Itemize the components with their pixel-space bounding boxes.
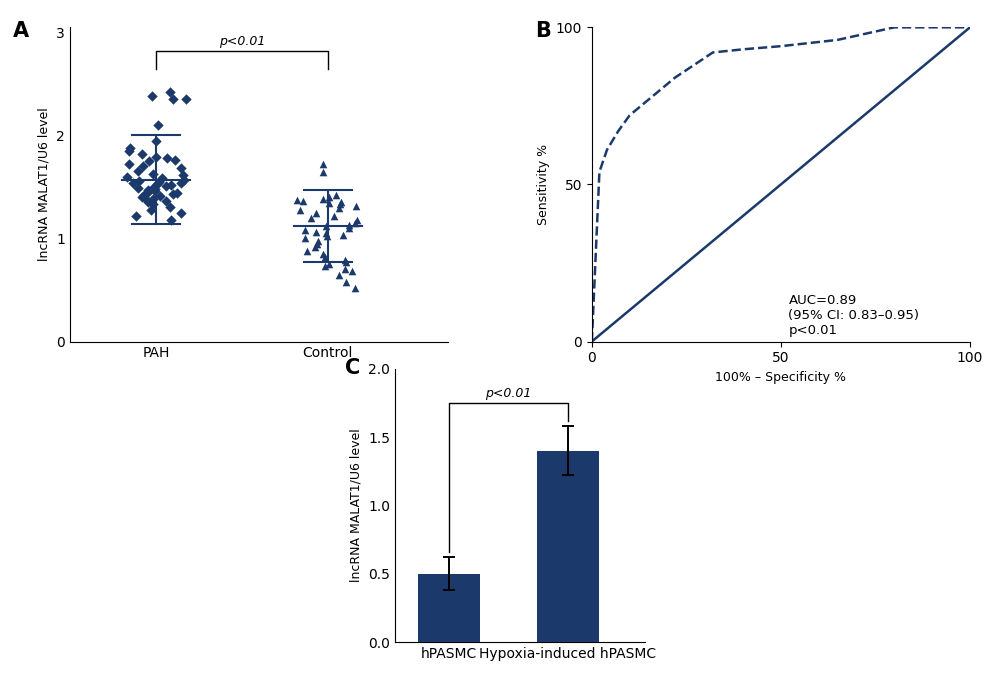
Point <box>333 197 349 208</box>
Point <box>318 221 334 232</box>
Point <box>338 257 354 268</box>
Point <box>303 212 319 223</box>
Point <box>121 159 137 170</box>
Point <box>169 188 185 199</box>
Point <box>130 165 146 176</box>
Y-axis label: Sensitivity %: Sensitivity % <box>537 144 550 225</box>
Point <box>165 94 181 105</box>
Point <box>144 91 160 102</box>
Point <box>163 214 179 225</box>
Point <box>315 159 331 170</box>
Y-axis label: lncRNA MALAT1/U6 level: lncRNA MALAT1/U6 level <box>350 428 363 583</box>
Y-axis label: lncRNA MALAT1/U6 level: lncRNA MALAT1/U6 level <box>38 107 51 262</box>
Point <box>119 171 135 182</box>
Point <box>317 261 333 272</box>
Point <box>295 196 311 207</box>
Point <box>328 190 344 201</box>
Point <box>125 178 141 189</box>
Point <box>349 214 365 225</box>
Point <box>321 198 337 209</box>
Point <box>332 199 348 210</box>
Text: AUC=0.89
(95% CI: 0.83–0.95)
p<0.01: AUC=0.89 (95% CI: 0.83–0.95) p<0.01 <box>788 294 919 337</box>
Point <box>319 231 335 242</box>
Point <box>315 194 331 205</box>
Bar <box>418 574 480 642</box>
Point <box>297 233 313 244</box>
Point <box>315 249 331 260</box>
Point <box>139 195 155 206</box>
Point <box>151 176 167 187</box>
Point <box>318 228 334 239</box>
Text: A: A <box>13 21 29 41</box>
Point <box>131 176 147 186</box>
Point <box>173 163 189 174</box>
Point <box>128 210 144 221</box>
Point <box>147 186 163 197</box>
Point <box>341 220 357 231</box>
Point <box>307 241 323 252</box>
Point <box>145 168 161 179</box>
Point <box>121 145 137 156</box>
Point <box>147 184 163 195</box>
Point <box>308 207 324 218</box>
Point <box>331 202 347 213</box>
Point <box>154 172 170 183</box>
Point <box>158 180 174 191</box>
Point <box>321 192 337 203</box>
Text: C: C <box>345 358 360 378</box>
Point <box>162 87 178 98</box>
Point <box>173 207 189 218</box>
Point <box>308 227 324 238</box>
Point <box>315 166 331 177</box>
Point <box>167 155 183 166</box>
Point <box>347 283 363 294</box>
Point <box>122 142 138 153</box>
Text: p<0.01: p<0.01 <box>219 35 265 48</box>
Point <box>310 235 326 246</box>
Point <box>162 201 178 212</box>
Point <box>173 178 189 189</box>
Point <box>149 178 165 189</box>
Point <box>140 197 156 208</box>
Point <box>326 210 342 221</box>
Point <box>297 225 313 236</box>
Point <box>335 230 351 241</box>
Point <box>299 245 315 256</box>
Point <box>317 251 333 262</box>
Point <box>337 264 353 275</box>
Point <box>145 194 161 205</box>
Point <box>140 184 156 195</box>
Point <box>337 255 353 266</box>
Point <box>146 182 162 193</box>
Point <box>178 94 194 105</box>
Point <box>289 195 305 206</box>
Point <box>141 156 157 167</box>
Point <box>150 120 166 130</box>
Point <box>148 135 164 146</box>
Point <box>331 269 347 280</box>
Point <box>136 190 152 201</box>
Point <box>148 152 164 163</box>
Point <box>176 174 192 185</box>
Point <box>152 191 168 201</box>
Bar <box>537 451 599 642</box>
Point <box>344 266 360 277</box>
X-axis label: 100% – Specificity %: 100% – Specificity % <box>715 371 846 384</box>
Text: p<0.01: p<0.01 <box>485 387 531 400</box>
Point <box>158 196 174 207</box>
Point <box>145 199 161 210</box>
Point <box>348 200 364 211</box>
Point <box>338 277 354 288</box>
Point <box>163 180 179 191</box>
Point <box>134 192 150 203</box>
Point <box>143 204 159 215</box>
Point <box>130 182 146 193</box>
Point <box>134 149 150 160</box>
Point <box>140 186 156 197</box>
Point <box>292 204 308 215</box>
Point <box>175 169 191 180</box>
Text: B: B <box>535 21 551 41</box>
Point <box>321 259 337 270</box>
Point <box>159 153 175 164</box>
Point <box>347 218 363 229</box>
